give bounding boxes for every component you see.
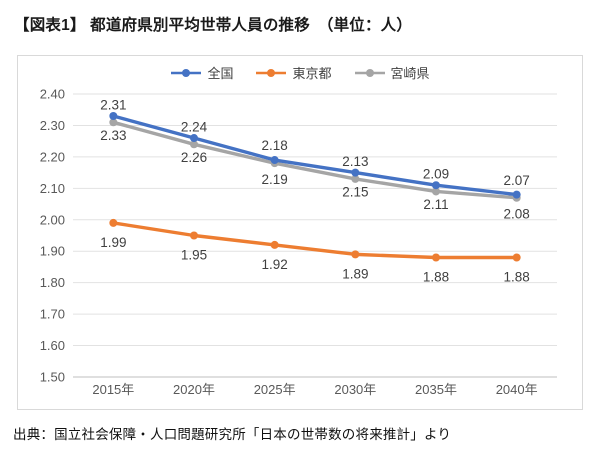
legend-item-tokyo: 東京都	[255, 63, 332, 82]
y-tick-label: 2.30	[40, 118, 65, 133]
data-label-zenkoku: 2.11	[423, 197, 448, 212]
chart-legend: 全国 東京都 宮崎県	[18, 63, 582, 82]
data-point-miyazaki	[351, 174, 360, 183]
y-tick-label: 2.10	[40, 181, 65, 196]
legend-marker-icon	[171, 68, 202, 77]
series-line-miyazaki	[111, 120, 519, 200]
data-label-zenkoku: 2.19	[262, 172, 288, 187]
data-point-miyazaki	[432, 187, 440, 196]
legend-label: 東京都	[292, 66, 332, 81]
legend-marker-icon	[354, 68, 385, 77]
data-label-zenkoku: 2.08	[504, 207, 530, 222]
data-point-tokyo	[432, 253, 440, 262]
data-point-miyazaki	[190, 140, 198, 149]
data-point-zenkoku	[190, 134, 198, 143]
data-label-tokyo: 1.95	[181, 248, 207, 263]
data-point-tokyo	[270, 240, 279, 249]
x-tick-label: 2040年	[496, 382, 538, 397]
data-label-tokyo: 1.88	[504, 270, 530, 285]
data-point-tokyo	[190, 231, 198, 240]
series-line-zenkoku	[111, 114, 519, 197]
data-label-miyazaki: 2.31	[100, 97, 126, 112]
y-tick-label: 2.20	[40, 149, 65, 164]
y-tick-label: 1.70	[40, 307, 65, 322]
y-tick-label: 1.80	[40, 275, 65, 290]
data-label-miyazaki: 2.13	[342, 154, 368, 169]
legend-marker-icon	[256, 68, 287, 77]
data-point-zenkoku	[512, 190, 521, 199]
legend-label: 全国	[207, 66, 234, 81]
x-tick-label: 2015年	[92, 382, 134, 397]
legend-item-zenkoku: 全国	[170, 63, 233, 82]
data-point-zenkoku	[351, 168, 360, 177]
y-tick-label: 1.60	[40, 338, 65, 353]
data-point-tokyo	[512, 253, 521, 262]
x-tick-label: 2020年	[173, 382, 215, 397]
chart-panel: 1.50 1.60 1.70 1.80 1.90 2.00 2.10 2.20 2.30 2.40…	[17, 55, 583, 410]
page-title: 【図表1】 都道府県別平均世帯人員の推移 （単位：人）	[14, 17, 413, 34]
legend-label: 宮崎県	[390, 66, 430, 81]
data-label-tokyo: 1.89	[342, 266, 368, 281]
legend-item-miyazaki: 宮崎県	[354, 63, 430, 82]
x-tick-label: 2025年	[254, 382, 296, 397]
data-point-zenkoku	[109, 112, 118, 121]
data-label-miyazaki: 2.09	[423, 166, 449, 181]
y-tick-label: 1.50	[40, 370, 65, 385]
data-label-tokyo: 1.99	[100, 235, 126, 250]
data-point-miyazaki	[109, 118, 118, 127]
data-label-zenkoku: 2.26	[181, 150, 207, 165]
data-label-zenkoku: 2.33	[100, 128, 126, 143]
y-tick-label: 2.00	[40, 212, 65, 227]
y-tick-label: 2.40	[40, 87, 65, 102]
data-label-miyazaki: 2.18	[262, 138, 288, 153]
data-point-zenkoku	[270, 156, 279, 165]
data-label-zenkoku: 2.15	[342, 185, 368, 200]
x-tick-label: 2035年	[415, 382, 457, 397]
data-label-tokyo: 1.92	[262, 257, 288, 272]
y-tick-label: 1.90	[40, 244, 65, 259]
x-tick-label: 2030年	[334, 382, 376, 397]
data-label-miyazaki: 2.07	[504, 173, 530, 188]
chart-plot: 1.50 1.60 1.70 1.80 1.90 2.00 2.10 2.20 2.30 2.40…	[40, 87, 557, 397]
data-label-miyazaki: 2.24	[181, 119, 208, 134]
data-point-tokyo	[109, 218, 118, 227]
series-line-tokyo	[111, 221, 519, 260]
data-label-tokyo: 1.88	[423, 270, 449, 285]
data-point-tokyo	[351, 250, 360, 259]
data-point-zenkoku	[432, 181, 440, 190]
source-note: 出典：国立社会保障・人口問題研究所「日本の世帯数の将来推計」より	[13, 427, 452, 442]
